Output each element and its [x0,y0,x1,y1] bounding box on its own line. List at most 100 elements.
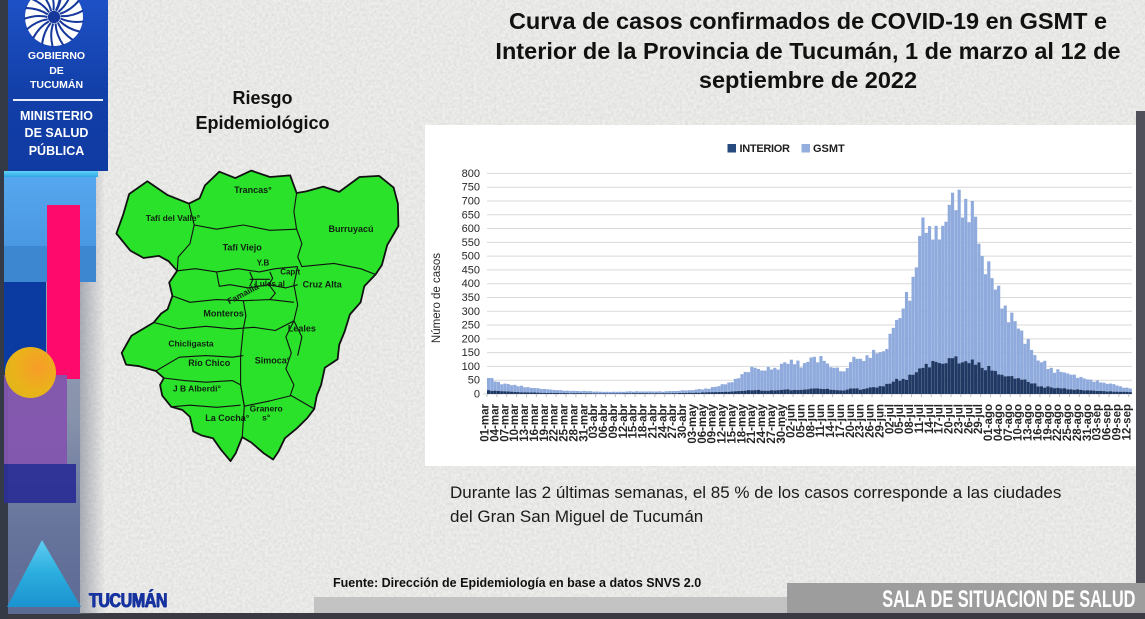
svg-text:20-jul: 20-jul [944,404,956,434]
svg-text:J B Alberdi°: J B Alberdi° [173,383,222,393]
svg-text:12-sep: 12-sep [1121,404,1133,440]
svg-text:31-ago: 31-ago [1082,404,1094,441]
svg-text:27-abr: 27-abr [667,403,679,438]
svg-text:18-abr: 18-abr [638,403,650,438]
svg-text:27-may: 27-may [766,403,778,443]
svg-text:15-may: 15-may [726,403,738,443]
svg-text:29-jul: 29-jul [973,404,985,434]
svg-text:01-ago: 01-ago [983,404,995,441]
svg-text:Y.B: Y.B [257,259,270,268]
svg-text:07-mar: 07-mar [499,403,511,441]
svg-text:Granero: Granero [250,404,283,414]
svg-text:28-mar: 28-mar [568,403,580,441]
svg-text:Burruyacú: Burruyacú [328,224,373,234]
svg-text:05-jun: 05-jun [795,404,807,438]
svg-text:Número de casos: Número de casos [431,253,443,343]
svg-text:50: 50 [468,375,480,387]
svg-text:22-ago: 22-ago [1052,404,1064,441]
svg-text:30-may: 30-may [776,403,788,443]
svg-text:23-jun: 23-jun [855,404,867,438]
svg-text:16-mar: 16-mar [529,403,541,441]
svg-text:INTERIOR: INTERIOR [740,143,791,155]
svg-text:500: 500 [462,251,480,263]
svg-text:12-may: 12-may [717,403,729,443]
svg-text:29-jun: 29-jun [874,404,886,438]
svg-text:Río Chico: Río Chico [188,358,231,368]
svg-text:30-abr: 30-abr [677,403,689,438]
svg-text:Leales: Leales [288,324,316,334]
svg-text:04-ago: 04-ago [993,404,1005,441]
svg-text:600: 600 [462,223,480,235]
svg-text:09-sep: 09-sep [1111,404,1123,440]
svg-text:21-abr: 21-abr [647,403,659,438]
svg-text:06-may: 06-may [697,403,709,443]
svg-text:08-jun: 08-jun [805,404,817,438]
svg-text:19-mar: 19-mar [539,403,551,441]
svg-text:26-jul: 26-jul [963,404,975,434]
svg-text:09-abr: 09-abr [608,403,620,438]
svg-text:14-jun: 14-jun [825,404,837,438]
svg-text:14-jul: 14-jul [924,404,936,434]
svg-text:31-mar: 31-mar [578,403,590,441]
svg-text:05-jul: 05-jul [894,404,906,434]
svg-text:Tafí del Valle°: Tafí del Valle° [146,213,201,223]
svg-text:20-jun: 20-jun [845,404,857,438]
svg-text:550: 550 [462,237,480,249]
svg-text:28-ago: 28-ago [1072,404,1084,441]
svg-text:22-mar: 22-mar [549,403,561,441]
svg-text:03-may: 03-may [687,403,699,443]
svg-text:Lules al: Lules al [255,279,285,288]
svg-text:Chicligasta: Chicligasta [168,339,214,349]
svg-text:0: 0 [474,389,480,401]
svg-text:18-may: 18-may [736,403,748,443]
svg-text:11-jul: 11-jul [914,404,926,433]
svg-text:13-ago: 13-ago [1023,404,1035,441]
svg-text:800: 800 [462,168,480,180]
svg-text:24-abr: 24-abr [657,403,669,438]
svg-text:13-mar: 13-mar [519,403,531,441]
svg-text:04-mar: 04-mar [489,403,501,441]
svg-text:250: 250 [462,320,480,332]
svg-text:02-jul: 02-jul [884,404,896,434]
svg-text:200: 200 [462,333,480,345]
svg-text:750: 750 [462,182,480,194]
svg-text:10-ago: 10-ago [1013,404,1025,441]
svg-text:650: 650 [462,209,480,221]
svg-text:17-jul: 17-jul [934,404,946,434]
svg-text:16-ago: 16-ago [1032,404,1044,441]
svg-text:01-mar: 01-mar [480,403,492,441]
svg-text:08-jul: 08-jul [904,404,916,434]
svg-text:10-mar: 10-mar [509,403,521,441]
svg-text:19-ago: 19-ago [1042,404,1054,441]
svg-text:Capit: Capit [280,268,300,277]
svg-text:26-jun: 26-jun [865,404,877,438]
svg-text:Monteros: Monteros [203,309,244,319]
svg-text:17-jun: 17-jun [835,404,847,438]
svg-text:La Cocha°: La Cocha° [205,413,250,423]
svg-text:06-sep: 06-sep [1102,404,1114,440]
svg-text:Simoca°: Simoca° [255,356,291,366]
svg-text:Tafí Viejo: Tafí Viejo [223,243,263,253]
svg-text:400: 400 [462,278,480,290]
svg-text:Trancas°: Trancas° [234,185,272,195]
svg-text:09-may: 09-may [707,403,719,443]
svg-text:25-ago: 25-ago [1062,404,1074,441]
svg-text:300: 300 [462,306,480,318]
svg-text:03-abr: 03-abr [588,403,600,438]
svg-text:GSMT: GSMT [813,143,845,155]
svg-text:24-may: 24-may [756,403,768,443]
svg-text:150: 150 [462,347,480,359]
svg-text:21-may: 21-may [746,403,758,443]
svg-text:02-jun: 02-jun [786,404,798,438]
svg-text:12-abr: 12-abr [618,403,630,438]
svg-text:450: 450 [462,264,480,276]
svg-text:s°: s° [262,413,271,423]
svg-text:03-sep: 03-sep [1092,404,1104,440]
svg-text:100: 100 [462,361,480,373]
svg-text:Cruz Alta: Cruz Alta [303,279,343,289]
svg-text:11-jun: 11-jun [815,404,827,437]
svg-text:06-abr: 06-abr [598,403,610,438]
svg-text:25-mar: 25-mar [559,403,571,441]
svg-text:350: 350 [462,292,480,304]
svg-text:15-abr: 15-abr [628,403,640,438]
